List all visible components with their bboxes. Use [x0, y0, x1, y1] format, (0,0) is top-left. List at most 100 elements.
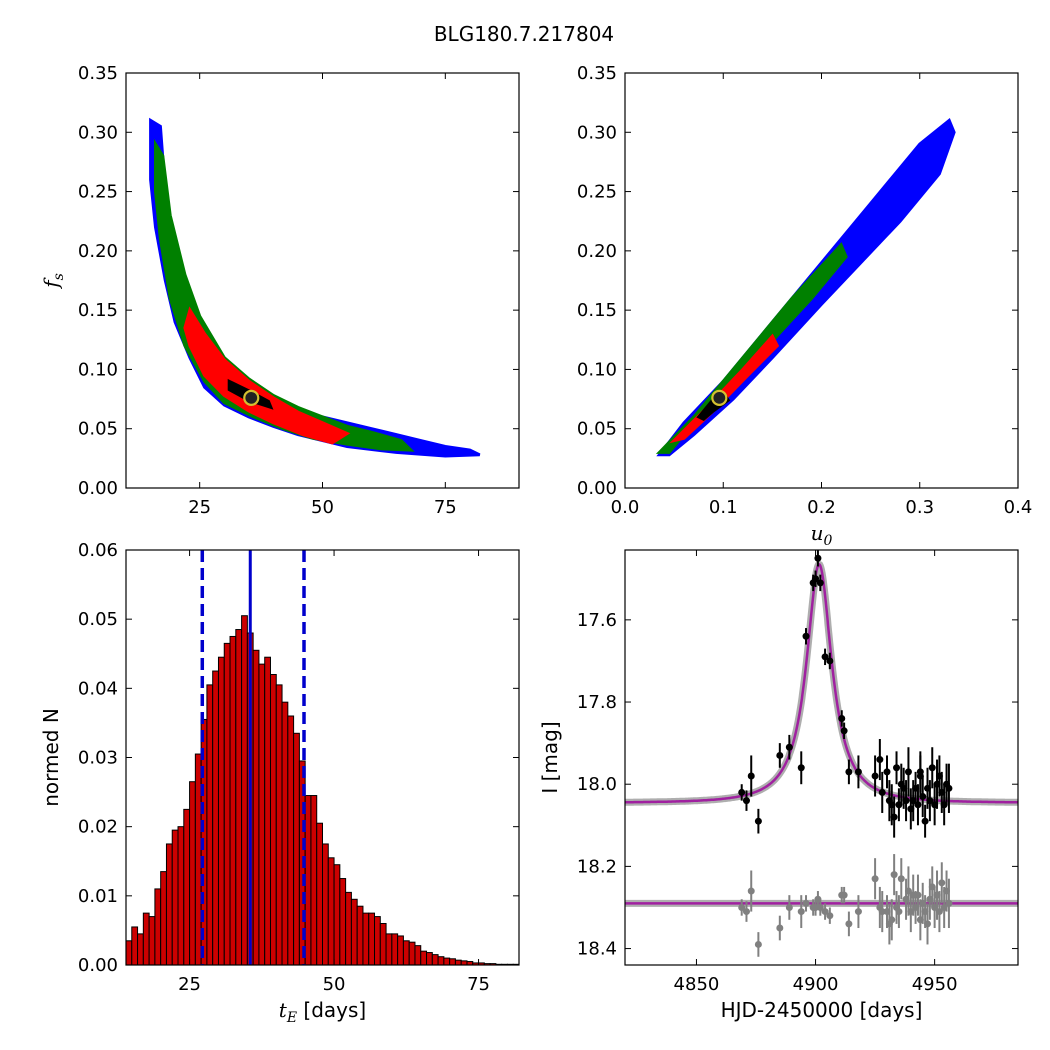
histogram-bar	[426, 952, 433, 966]
data-point	[878, 788, 886, 796]
y-tick-label: 0.35	[577, 63, 617, 84]
y-tick-label: 18.2	[577, 856, 617, 877]
data-point	[845, 768, 853, 776]
data-point	[888, 916, 896, 924]
data-point	[776, 751, 784, 759]
histogram-bar	[316, 822, 323, 966]
y-tick-label: 0.20	[78, 241, 118, 262]
data-point	[754, 940, 762, 948]
histogram-bar	[165, 843, 173, 966]
y-axis-label: normed N	[39, 708, 63, 807]
y-tick-label: 17.6	[577, 610, 617, 631]
x-tick-label: 0.1	[709, 497, 738, 518]
x-tick-label: 4950	[912, 974, 958, 995]
histogram-bar	[397, 935, 404, 966]
histogram-bar	[235, 629, 243, 966]
histogram-bar	[229, 635, 237, 966]
data-point	[840, 727, 848, 735]
histogram-bar	[356, 905, 364, 966]
histogram-bar	[454, 959, 462, 966]
x-tick-label: 4900	[793, 974, 839, 995]
histogram-bar	[350, 898, 358, 966]
figure-title: BLG180.7.217804	[434, 22, 614, 46]
histogram-bar	[385, 933, 393, 966]
y-tick-label: 0.25	[577, 182, 617, 203]
histogram-bar	[252, 649, 260, 966]
histogram-bar	[414, 945, 422, 966]
histogram-bar	[420, 950, 428, 966]
data-point	[826, 657, 834, 665]
data-point	[904, 768, 912, 776]
data-point	[742, 797, 750, 805]
y-tick-label: 0.03	[78, 748, 118, 769]
histogram-bar	[333, 864, 341, 966]
data-point	[802, 899, 810, 907]
histogram-bar	[322, 843, 329, 966]
data-point	[797, 908, 805, 916]
histogram-bar	[183, 808, 191, 966]
region-inner	[183, 306, 351, 445]
histogram-bar	[443, 957, 451, 966]
data-point	[747, 887, 755, 895]
data-point	[826, 912, 834, 920]
panel-fs_vs_u0: 0.0 0.1 0.2 0.3 0.4 0.00 0.05 0.10 0.15 0.20 0.25 0…	[577, 63, 1032, 549]
y-tick-label: 0.30	[577, 122, 617, 143]
confidence-regions	[149, 117, 481, 458]
data-point	[928, 764, 936, 772]
data-series	[738, 550, 953, 838]
y-tick-label: 0.10	[78, 359, 118, 380]
histogram-bar	[194, 753, 202, 966]
histogram-bar	[431, 954, 439, 966]
x-tick-label: 50	[311, 497, 334, 518]
data-point	[838, 714, 846, 722]
histogram-bar	[362, 912, 370, 966]
data-point	[821, 653, 829, 661]
y-tick-label: 0.35	[78, 63, 118, 84]
y-tick-label: 0.20	[577, 241, 617, 262]
histogram-bar	[177, 826, 185, 966]
data-point	[916, 772, 924, 780]
plot-frame	[624, 549, 1019, 966]
region-outer	[149, 117, 481, 458]
data-point	[738, 788, 746, 796]
data-point	[754, 817, 762, 825]
histogram-bar	[171, 829, 179, 966]
histogram-bar	[142, 912, 150, 966]
data-point	[945, 899, 953, 907]
histogram-bar	[379, 923, 387, 966]
histogram-bar	[293, 732, 300, 966]
data-point	[900, 784, 908, 792]
data-point	[816, 903, 824, 911]
y-tick-label: 18.0	[577, 774, 617, 795]
data-point	[945, 784, 953, 792]
y-tick-label: 0.05	[78, 419, 118, 440]
histogram-bar	[339, 878, 347, 966]
x-tick-label: 4850	[674, 974, 720, 995]
histogram-bar	[160, 871, 167, 966]
histogram-bar	[391, 933, 399, 966]
histogram-bar	[189, 781, 196, 966]
data-point	[893, 764, 901, 772]
model-curve	[625, 563, 1018, 804]
histogram-bar	[217, 656, 225, 966]
y-tick-label: 0.02	[78, 817, 118, 838]
data-point	[814, 554, 822, 562]
x-tick-label: 25	[178, 974, 201, 995]
confidence-regions	[655, 117, 956, 457]
y-axis-label: fs	[39, 273, 67, 290]
histogram-bar	[408, 941, 416, 966]
best-fit-marker	[711, 389, 728, 406]
data-point	[776, 924, 784, 932]
histogram-bar	[131, 926, 139, 966]
panel-fs_vs_tE: 25 50 75 0.00 0.05 0.10 0.15 0.20 0.25 0.30 0.35 fs	[39, 63, 520, 518]
y-tick-label: 0.05	[577, 419, 617, 440]
histogram-bar	[449, 958, 456, 966]
data-point	[914, 801, 922, 809]
data-point	[854, 908, 862, 916]
data-point	[785, 903, 793, 911]
histogram-bar	[327, 857, 335, 966]
y-tick-label: 17.8	[577, 692, 617, 713]
x-tick-label: 50	[323, 974, 346, 995]
data-point	[883, 768, 891, 776]
